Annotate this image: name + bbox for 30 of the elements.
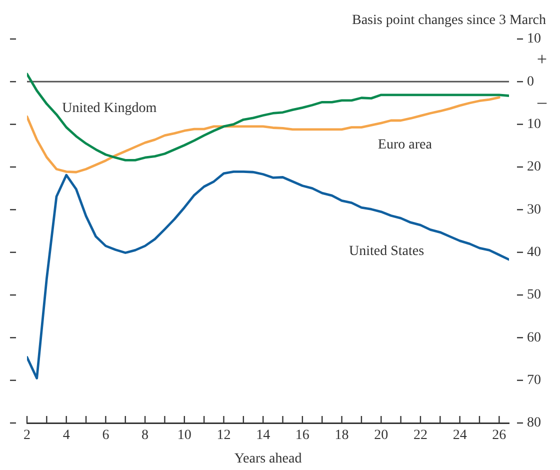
y-axis-title: Basis point changes since 3 March (352, 13, 546, 28)
x-tick-label: 2 (24, 428, 30, 444)
text: – (536, 92, 548, 112)
y-tick-label: 30 (527, 202, 541, 218)
x-tick-label: 20 (374, 428, 388, 444)
x-tick-label: 10 (177, 428, 192, 444)
x-tick-label: 18 (334, 428, 349, 444)
y-tick-label: 10 (527, 117, 541, 132)
x-tick-label: 8 (142, 428, 149, 444)
series-label: United States (348, 244, 424, 260)
x-axis-title: Years ahead (234, 451, 302, 466)
y-tick-label: 70 (527, 373, 541, 388)
series-label: Euro area (378, 138, 433, 153)
y-tick-label: 10 (527, 32, 541, 47)
y-tick-label: 20 (527, 160, 541, 175)
x-tick-label: 26 (492, 428, 506, 444)
y-tick-label: 0 (527, 74, 534, 90)
x-tick-label: 6 (102, 428, 110, 444)
text: + (536, 49, 548, 70)
x-tick-label: 12 (216, 428, 231, 444)
x-tick-label: 24 (452, 428, 467, 444)
x-tick-label: 14 (256, 428, 270, 444)
y-tick-label: 50 (527, 288, 541, 303)
x-tick-label: 4 (62, 428, 70, 444)
y-tick-label: 60 (527, 330, 541, 346)
x-tick-label: 22 (413, 428, 428, 444)
x-tick-label: 16 (295, 428, 310, 444)
y-tick-label: 40 (527, 245, 541, 260)
y-tick-label: 80 (527, 416, 541, 431)
series-label: United Kingdom (62, 100, 157, 116)
